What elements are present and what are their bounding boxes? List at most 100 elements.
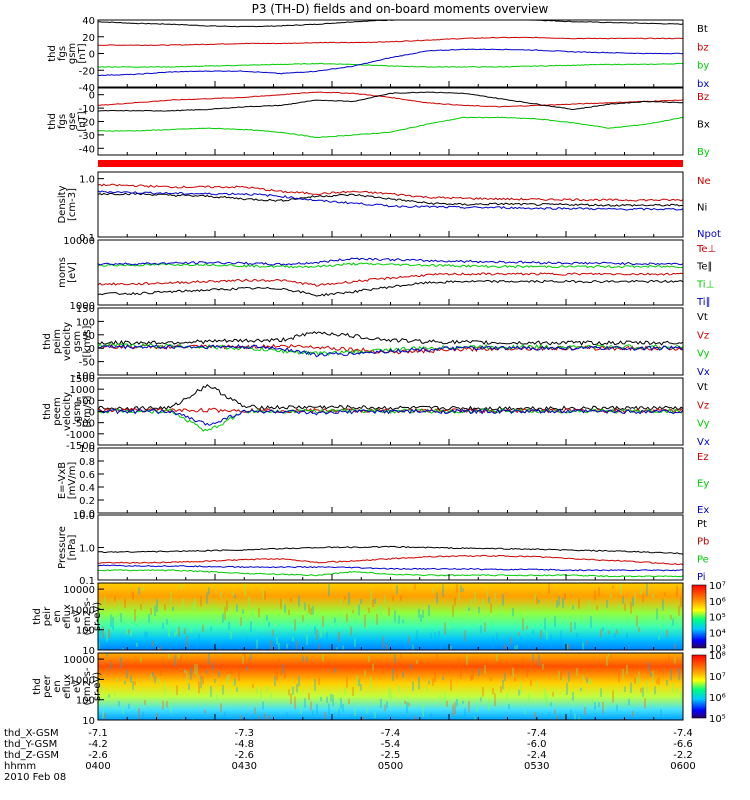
y-axis-label-line: peir xyxy=(42,606,53,626)
y-axis-label-line: [nPa] xyxy=(67,534,78,560)
legend-entry-Vz: Vz xyxy=(697,400,709,411)
y-axis-label-line: peer xyxy=(42,674,53,698)
series-line-by xyxy=(98,62,683,68)
legend-entry-Pe: Pe xyxy=(697,554,709,565)
y-tick-label: 10 xyxy=(82,716,95,727)
ephemeris-value: 0600 xyxy=(670,761,695,772)
y-tick-label: 100 xyxy=(76,626,95,637)
y-tick-label: 0.8 xyxy=(79,457,95,468)
ephemeris-value: -4.2 xyxy=(88,739,108,750)
y-axis-label: E=-VxB[mV/m] xyxy=(57,462,78,500)
y-tick-label: 20 xyxy=(82,33,95,44)
series-line-Ti⊥ xyxy=(98,262,683,269)
y-tick-label: -20 xyxy=(79,66,95,77)
plot-frame xyxy=(97,19,684,88)
legend-entry-Te∥: Te∥ xyxy=(696,262,713,273)
y-axis-label-line: thd xyxy=(32,608,43,625)
y-axis-label-line: sr-eV) xyxy=(92,602,103,631)
y-axis-label-line: velocity xyxy=(62,392,73,431)
legend-entry-Vt: Vt xyxy=(697,382,708,393)
y-tick-label: -10 xyxy=(79,104,95,115)
series-line-Vt xyxy=(98,331,683,346)
ephemeris-value: -2.6 xyxy=(234,750,254,761)
y-axis-label: Pressure[nPa] xyxy=(57,526,78,569)
y-axis-label-line: (cm2-s- xyxy=(82,667,93,705)
colorbar-scale xyxy=(691,654,707,719)
y-tick-label: 0.2 xyxy=(79,496,95,507)
legend-entry-Npot: Npot xyxy=(697,229,721,240)
spectrogram-texture xyxy=(98,653,683,720)
series-line-Bx xyxy=(98,91,683,112)
legend-entry-Ni: Ni xyxy=(697,203,707,214)
legend-entry-Vx: Vx xyxy=(697,437,710,448)
ephemeris-label: hhmm xyxy=(4,761,36,772)
colorbar-tick-label: 10⁶ xyxy=(709,693,726,704)
y-tick-label: 1000 xyxy=(70,675,95,686)
y-tick-label: 0.6 xyxy=(79,470,95,481)
panel-8: 10⁷ 10⁶ 10⁵ 10⁴ 10³ 10000 1000 100 10 thdpeirenef… xyxy=(32,581,726,657)
y-axis-label: thdfgsgsm[nT] xyxy=(47,43,88,64)
plot-frame xyxy=(97,239,684,306)
y-axis-label-line: E=-VxB xyxy=(57,462,68,499)
colorbar: 10⁸ 10⁷ 10⁶ 10⁵ xyxy=(691,651,726,725)
y-axis-label-line: thd xyxy=(47,45,58,62)
colorbar-tick-label: 10⁴ xyxy=(709,628,726,639)
colorbar-tick-label: 10⁷ xyxy=(709,672,726,683)
legend-entry-Te⊥: Te⊥ xyxy=(696,244,716,255)
ephemeris-value: -5.4 xyxy=(381,739,401,750)
series-line-bz xyxy=(98,36,683,47)
series-line-Ne xyxy=(98,183,683,202)
colorbar-tick-label: 10⁵ xyxy=(709,613,726,624)
date-label: 2010 Feb 08 xyxy=(4,772,66,783)
series-line-Vx xyxy=(98,408,683,426)
y-tick-label: -30 xyxy=(79,131,95,142)
y-tick-label: 500 xyxy=(76,396,95,407)
legend-entry-Bz: Bz xyxy=(697,92,709,103)
y-axis-label-line: [nT] xyxy=(77,43,88,63)
legend-entry-Vy: Vy xyxy=(697,349,710,360)
series-line-Bz xyxy=(98,91,683,108)
legend-entry-Vt: Vt xyxy=(697,312,708,323)
y-axis-label-line: moms xyxy=(57,257,68,288)
series-line-Vy xyxy=(98,408,683,432)
ephemeris-value: -7.1 xyxy=(88,728,108,739)
y-axis-label: thdpeimvelocitygsm[km/s] xyxy=(42,322,93,361)
legend-entry-bz: bz xyxy=(697,42,709,53)
colorbar-tick-label: 10⁵ xyxy=(709,714,726,725)
y-tick-label: 150 xyxy=(76,304,95,315)
legend-entry-Ey: Ey xyxy=(697,479,709,490)
plot-frame xyxy=(97,447,684,514)
y-tick-label: 10000 xyxy=(63,585,95,596)
y-tick-label: 0 xyxy=(89,344,95,355)
legend-entry-Ex: Ex xyxy=(697,505,709,516)
colorbar-scale xyxy=(691,584,707,649)
y-tick-label: 1000 xyxy=(70,301,95,312)
ephemeris-label: thd_Y-GSM xyxy=(4,739,57,750)
colorbar-tick-label: 10⁶ xyxy=(709,597,726,608)
series-line-Pi xyxy=(98,564,683,572)
series-line-Vt xyxy=(98,383,683,411)
y-tick-label: 0 xyxy=(89,408,95,419)
figure-title: P3 (TH-D) fields and on-board moments ov… xyxy=(252,2,549,16)
ephemeris-value: -2.2 xyxy=(673,750,693,761)
y-tick-label: 0.1 xyxy=(79,576,95,587)
ephemeris-value: 0530 xyxy=(524,761,549,772)
y-tick-label: -40 xyxy=(79,83,95,94)
y-axis-label: thdpeemvelocitygsm[km/s] xyxy=(42,392,93,431)
y-tick-label: 100 xyxy=(76,317,95,328)
y-axis-label-line: gsm xyxy=(67,43,78,64)
y-tick-label: 1.0 xyxy=(79,444,95,455)
plot-frame xyxy=(97,87,684,156)
spectrogram-image xyxy=(98,583,683,650)
series-group xyxy=(98,20,683,77)
legend-entry-bx: bx xyxy=(697,79,709,90)
y-tick-label: 10 xyxy=(82,646,95,657)
y-axis-label-line: peem xyxy=(52,397,63,425)
y-axis-label-line: gsm xyxy=(72,401,83,422)
y-axis-label: Density[cm-3] xyxy=(57,185,78,223)
separator-band xyxy=(98,160,683,167)
series-group xyxy=(98,383,683,432)
y-axis-label-line: Pressure xyxy=(57,526,68,569)
y-tick-label: 50 xyxy=(82,331,95,342)
